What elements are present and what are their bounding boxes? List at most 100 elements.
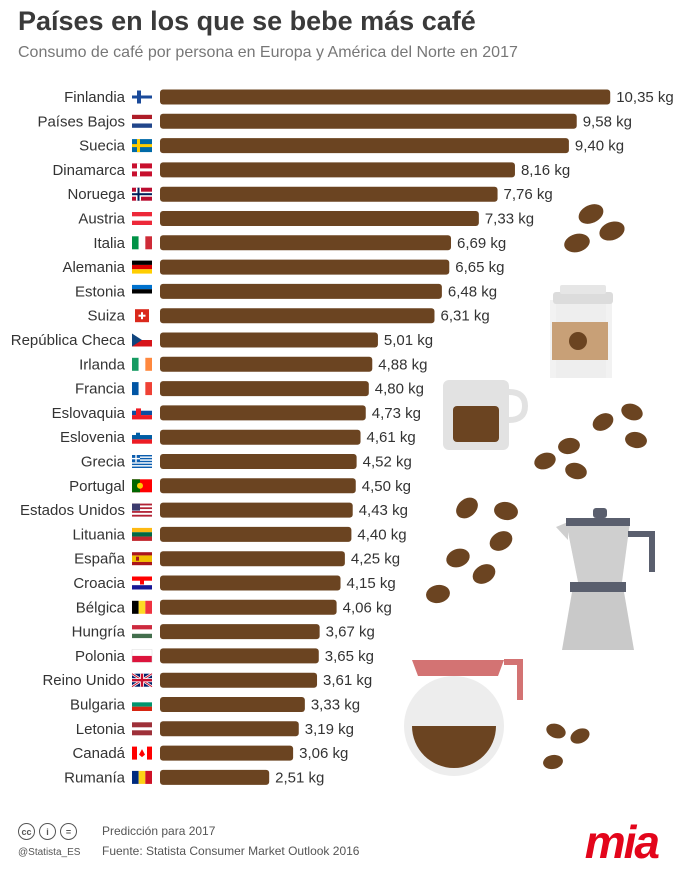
slovenia-flag-icon bbox=[132, 430, 152, 444]
country-label: Finlandia bbox=[64, 89, 126, 106]
value-label: 3,33 kg bbox=[311, 697, 360, 714]
germany-flag-icon bbox=[132, 260, 152, 274]
forecast-note: Predicción para 2017 bbox=[102, 824, 216, 838]
country-label: Irlanda bbox=[79, 356, 126, 373]
no-derivatives-icon[interactable]: = bbox=[60, 823, 77, 840]
value-label: 4,25 kg bbox=[351, 551, 400, 568]
country-label: República Checa bbox=[11, 332, 126, 349]
bar bbox=[160, 332, 378, 348]
country-label: Rumanía bbox=[64, 769, 126, 786]
country-label: Hungría bbox=[72, 624, 126, 641]
coffee-carafe-icon bbox=[404, 659, 523, 776]
sweden-flag-icon bbox=[132, 139, 152, 153]
bar bbox=[160, 138, 569, 154]
country-label: Estados Unidos bbox=[20, 502, 125, 519]
bar bbox=[160, 381, 369, 397]
bar bbox=[160, 672, 318, 688]
value-label: 3,65 kg bbox=[325, 648, 374, 665]
creative-commons-icon[interactable]: cc bbox=[18, 823, 35, 840]
bar bbox=[160, 454, 357, 469]
canada-flag-icon bbox=[132, 746, 152, 760]
country-label: Polonia bbox=[75, 648, 126, 665]
bulgaria-flag-icon bbox=[132, 698, 152, 711]
source-note: Fuente: Statista Consumer Market Outlook… bbox=[102, 844, 360, 858]
value-label: 4,61 kg bbox=[367, 429, 416, 446]
croatia-flag-icon bbox=[132, 576, 152, 590]
latvia-flag-icon bbox=[132, 722, 152, 736]
bar bbox=[160, 575, 341, 591]
mia-logo[interactable]: mia bbox=[584, 816, 660, 868]
bar bbox=[160, 113, 577, 129]
bar bbox=[160, 697, 305, 712]
twitter-handle[interactable]: @Statista_ES bbox=[18, 847, 81, 858]
chart-subtitle: Consumo de café por persona en Europa y … bbox=[18, 44, 518, 61]
ireland-flag-icon bbox=[132, 357, 152, 371]
switzerland-flag-icon bbox=[135, 309, 149, 323]
country-label: Países Bajos bbox=[37, 113, 125, 130]
value-label: 8,16 kg bbox=[521, 162, 570, 179]
bar bbox=[160, 502, 353, 518]
country-label: Croacia bbox=[73, 575, 125, 592]
value-label: 6,69 kg bbox=[457, 235, 506, 252]
value-label: 4,88 kg bbox=[378, 356, 427, 373]
country-label: Suecia bbox=[79, 138, 126, 155]
finland-flag-icon bbox=[132, 90, 152, 104]
country-label: Portugal bbox=[69, 478, 125, 495]
value-label: 6,31 kg bbox=[440, 308, 489, 325]
country-label: Eslovenia bbox=[60, 429, 126, 446]
country-label: Eslovaquia bbox=[52, 405, 126, 422]
country-label: Suiza bbox=[87, 308, 125, 325]
country-label: España bbox=[74, 551, 126, 568]
netherlands-flag-icon bbox=[132, 114, 152, 128]
bar bbox=[160, 235, 452, 251]
bar bbox=[160, 259, 450, 275]
slovakia-flag-icon bbox=[132, 406, 152, 420]
value-label: 4,15 kg bbox=[347, 575, 396, 592]
bar bbox=[160, 599, 337, 615]
bar bbox=[160, 429, 361, 445]
portugal-flag-icon bbox=[132, 479, 152, 493]
bar-chart: Finlandia 10,35 kg Países Bajos 9,58 kg Suec… bbox=[11, 89, 674, 786]
value-label: 3,67 kg bbox=[326, 624, 375, 641]
bar bbox=[160, 648, 319, 664]
value-label: 9,58 kg bbox=[583, 113, 632, 130]
country-label: Dinamarca bbox=[52, 162, 125, 179]
value-label: 6,48 kg bbox=[448, 283, 497, 300]
value-label: 10,35 kg bbox=[616, 89, 674, 106]
country-label: Bulgaria bbox=[70, 697, 126, 714]
poland-flag-icon bbox=[131, 649, 153, 663]
value-label: 7,76 kg bbox=[504, 186, 553, 203]
bar bbox=[160, 551, 345, 567]
country-label: Noruega bbox=[67, 186, 125, 203]
chart-title: Países en los que se bebe más café bbox=[18, 6, 476, 36]
attribution-icon[interactable]: i bbox=[39, 823, 56, 840]
takeaway-coffee-cup-icon bbox=[550, 285, 613, 378]
united-states-flag-icon bbox=[132, 503, 152, 517]
footer: cc i = @Statista_ES Predicción para 2017… bbox=[0, 815, 680, 872]
bar bbox=[160, 478, 356, 494]
value-label: 3,19 kg bbox=[305, 721, 354, 738]
value-label: 4,73 kg bbox=[372, 405, 421, 422]
value-label: 3,06 kg bbox=[299, 745, 348, 762]
bar bbox=[160, 162, 515, 178]
bar bbox=[160, 89, 611, 105]
country-label: Alemania bbox=[62, 259, 125, 276]
italy-flag-icon bbox=[132, 236, 152, 250]
coffee-beans-icon bbox=[426, 204, 647, 770]
value-label: 2,51 kg bbox=[275, 769, 324, 786]
country-label: Letonia bbox=[76, 721, 126, 738]
country-label: Austria bbox=[78, 211, 125, 228]
bar bbox=[160, 356, 373, 372]
united-kingdom-flag-icon bbox=[131, 672, 153, 688]
value-label: 7,33 kg bbox=[485, 211, 534, 228]
bar bbox=[160, 186, 498, 202]
value-label: 4,80 kg bbox=[375, 381, 424, 398]
czech-republic-flag-icon bbox=[132, 333, 152, 347]
belgium-flag-icon bbox=[132, 600, 152, 614]
country-label: Italia bbox=[93, 235, 125, 252]
value-label: 4,52 kg bbox=[363, 454, 412, 471]
value-label: 6,65 kg bbox=[455, 259, 504, 276]
spain-flag-icon bbox=[132, 552, 152, 566]
value-label: 3,61 kg bbox=[323, 672, 372, 689]
